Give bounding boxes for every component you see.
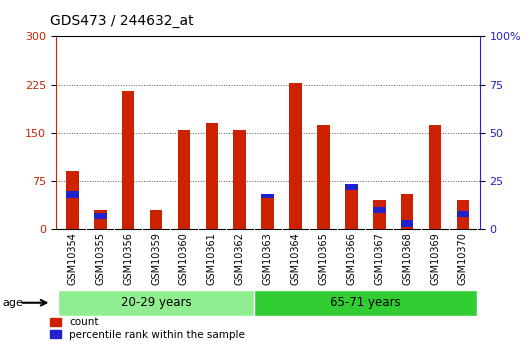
Text: age: age <box>3 298 23 308</box>
Bar <box>234 130 246 229</box>
Text: GSM10355: GSM10355 <box>95 233 105 285</box>
Bar <box>261 194 274 229</box>
Bar <box>206 123 218 229</box>
Bar <box>150 210 162 229</box>
Bar <box>66 171 78 229</box>
Text: 20-29 years: 20-29 years <box>121 296 191 309</box>
Bar <box>58 290 254 316</box>
Text: GSM10359: GSM10359 <box>151 233 161 285</box>
Text: GSM10364: GSM10364 <box>290 233 301 285</box>
Bar <box>94 213 107 219</box>
Text: GSM10370: GSM10370 <box>458 233 468 285</box>
Text: GDS473 / 244632_at: GDS473 / 244632_at <box>50 13 194 28</box>
Bar <box>66 191 78 198</box>
Bar <box>261 194 274 198</box>
Text: GSM10369: GSM10369 <box>430 233 440 285</box>
Text: GSM10365: GSM10365 <box>319 233 329 285</box>
Text: GSM10361: GSM10361 <box>207 233 217 285</box>
Bar <box>345 184 358 190</box>
Text: GSM10363: GSM10363 <box>263 233 272 285</box>
Bar <box>401 220 413 227</box>
Text: GSM10360: GSM10360 <box>179 233 189 285</box>
Bar <box>401 194 413 229</box>
Text: 65-71 years: 65-71 years <box>330 296 401 309</box>
Bar <box>373 200 385 229</box>
Bar <box>94 210 107 229</box>
Text: GSM10368: GSM10368 <box>402 233 412 285</box>
Bar <box>289 82 302 229</box>
Text: GSM10354: GSM10354 <box>67 233 77 285</box>
Bar <box>122 91 135 229</box>
Text: GSM10356: GSM10356 <box>123 233 133 285</box>
Bar <box>317 125 330 229</box>
Text: GSM10366: GSM10366 <box>346 233 356 285</box>
Bar <box>429 125 441 229</box>
Text: GSM10362: GSM10362 <box>235 233 245 285</box>
Bar <box>254 290 477 316</box>
Legend: count, percentile rank within the sample: count, percentile rank within the sample <box>50 317 245 340</box>
Bar <box>178 130 190 229</box>
Bar <box>457 200 469 229</box>
Bar <box>457 211 469 217</box>
Bar <box>345 184 358 229</box>
Text: GSM10367: GSM10367 <box>374 233 384 285</box>
Bar <box>373 207 385 213</box>
